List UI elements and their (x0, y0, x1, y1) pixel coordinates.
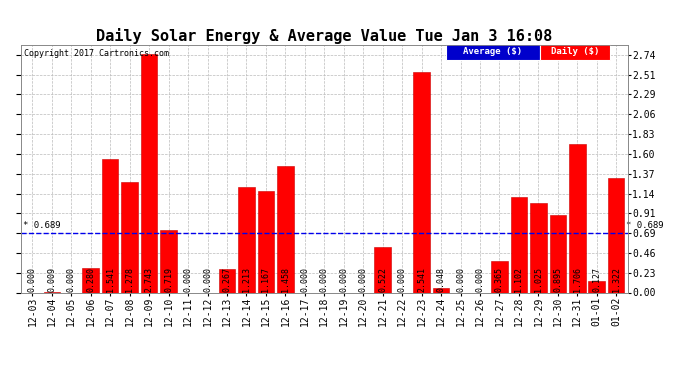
Text: 0.280: 0.280 (86, 267, 95, 292)
Text: 1.167: 1.167 (262, 267, 270, 292)
Text: * 0.689: * 0.689 (626, 221, 664, 230)
Text: 0.000: 0.000 (339, 267, 348, 292)
Text: 0.000: 0.000 (300, 267, 309, 292)
Text: 0.048: 0.048 (437, 267, 446, 292)
Bar (375, 247, 391, 292)
Text: 0.000: 0.000 (28, 267, 37, 292)
Bar (589, 282, 605, 292)
Bar (569, 144, 586, 292)
FancyBboxPatch shape (540, 44, 610, 60)
Text: 0.365: 0.365 (495, 267, 504, 292)
Bar (257, 191, 274, 292)
Text: 0.267: 0.267 (222, 267, 231, 292)
Bar (219, 269, 235, 292)
Text: 1.102: 1.102 (515, 267, 524, 292)
Text: 0.000: 0.000 (359, 267, 368, 292)
Text: 1.541: 1.541 (106, 267, 115, 292)
Text: 0.522: 0.522 (378, 267, 387, 292)
Bar (433, 288, 449, 292)
Bar (549, 215, 566, 292)
Text: 0.000: 0.000 (475, 267, 484, 292)
Text: 1.278: 1.278 (125, 267, 134, 292)
Text: 1.025: 1.025 (534, 267, 543, 292)
Text: 1.322: 1.322 (612, 267, 621, 292)
Text: 0.000: 0.000 (456, 267, 465, 292)
Bar (83, 268, 99, 292)
Bar (277, 166, 294, 292)
Text: 0.009: 0.009 (48, 267, 57, 292)
Text: 1.213: 1.213 (242, 267, 251, 292)
Text: * 0.689: * 0.689 (23, 221, 60, 230)
Title: Daily Solar Energy & Average Value Tue Jan 3 16:08: Daily Solar Energy & Average Value Tue J… (96, 28, 553, 44)
Bar (121, 182, 138, 292)
Bar (608, 178, 624, 292)
Bar (530, 204, 546, 292)
Text: 0.000: 0.000 (67, 267, 76, 292)
Text: 1.706: 1.706 (573, 267, 582, 292)
Bar (238, 187, 255, 292)
Text: 0.000: 0.000 (319, 267, 329, 292)
Text: 0.127: 0.127 (592, 267, 601, 292)
Bar (511, 197, 527, 292)
Text: 0.000: 0.000 (184, 267, 193, 292)
Bar (491, 261, 508, 292)
Text: 2.541: 2.541 (417, 267, 426, 292)
Text: Average ($): Average ($) (463, 47, 522, 56)
Text: Copyright 2017 Cartronics.com: Copyright 2017 Cartronics.com (23, 49, 169, 58)
Bar (102, 159, 119, 292)
Bar (141, 54, 157, 292)
Text: 0.895: 0.895 (553, 267, 562, 292)
Text: 0.000: 0.000 (203, 267, 212, 292)
Text: 2.743: 2.743 (145, 267, 154, 292)
Text: Daily ($): Daily ($) (551, 47, 599, 56)
Text: 1.458: 1.458 (281, 267, 290, 292)
Bar (413, 72, 430, 292)
FancyBboxPatch shape (446, 44, 540, 60)
Text: 0.000: 0.000 (397, 267, 406, 292)
Bar (160, 230, 177, 292)
Text: 0.719: 0.719 (164, 267, 173, 292)
